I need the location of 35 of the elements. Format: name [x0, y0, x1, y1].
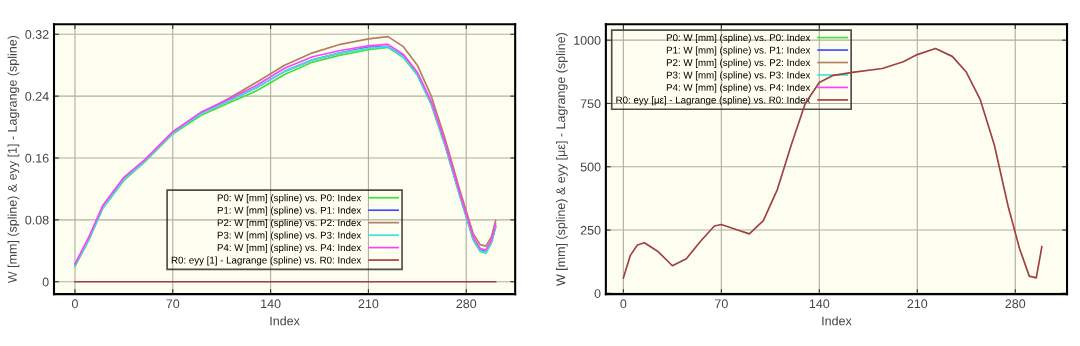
x-tick-label: 280 [1005, 299, 1026, 309]
legend-label: P4: W [mm] (spline) vs. P4: Index [217, 243, 362, 254]
y-tick-label: 0 [42, 277, 49, 287]
legend-label: P3: W [mm] (spline) vs. P3: Index [217, 231, 362, 241]
y-tick-label: 0.16 [25, 153, 49, 163]
x-tick-label: 70 [166, 299, 180, 309]
x-tick-label: 140 [261, 299, 281, 309]
x-tick-label: 0 [620, 299, 627, 309]
x-tick-label: 210 [907, 299, 928, 309]
x-tick-label: 280 [456, 299, 477, 309]
legend-label: P2: W [mm] (spline) vs. P2: Index [666, 58, 811, 68]
legend-label: P0: W [mm] (spline) vs. P0: Index [666, 33, 811, 44]
y-tick-label: 0.32 [25, 30, 49, 39]
x-tick-label: 140 [809, 299, 830, 309]
y-axis-title: W [mm] (spline) & eyy [1] - Lagrange (spline) [7, 35, 20, 284]
y-tick-label: 250 [580, 225, 601, 235]
x-tick-label: 0 [71, 299, 78, 309]
x-tick-label: 210 [358, 299, 379, 309]
y-axis-title: W [mm] (spline) & eyy [με] - Lagrange (spline) [556, 33, 568, 287]
legend-label: P3: W [mm] (spline) vs. P3: Index [666, 71, 811, 81]
y-tick-label: 0 [594, 289, 601, 298]
legend-label: R0: eyy [1] - Lagrange (spline) vs. R0: Index [171, 256, 362, 266]
y-tick-label: 0.08 [25, 215, 49, 225]
legend-label: P2: W [mm] (spline) vs. P2: Index [217, 219, 362, 229]
legend-label: P1: W [mm] (spline) vs. P1: Index [217, 206, 362, 216]
y-tick-label: 0.24 [25, 91, 49, 101]
legend-label: P0: W [mm] (spline) vs. P0: Index [217, 194, 362, 204]
legend-label: P1: W [mm] (spline) vs. P1: Index [666, 46, 811, 56]
y-tick-label: 1000 [574, 35, 601, 45]
y-tick-label: 750 [580, 99, 601, 109]
x-axis-title: Index [822, 316, 852, 326]
x-axis-title: Index [270, 316, 300, 326]
legend-label: P4: W [mm] (spline) vs. P4: Index [666, 83, 811, 93]
x-tick-label: 70 [715, 299, 728, 309]
y-tick-label: 500 [580, 162, 601, 172]
